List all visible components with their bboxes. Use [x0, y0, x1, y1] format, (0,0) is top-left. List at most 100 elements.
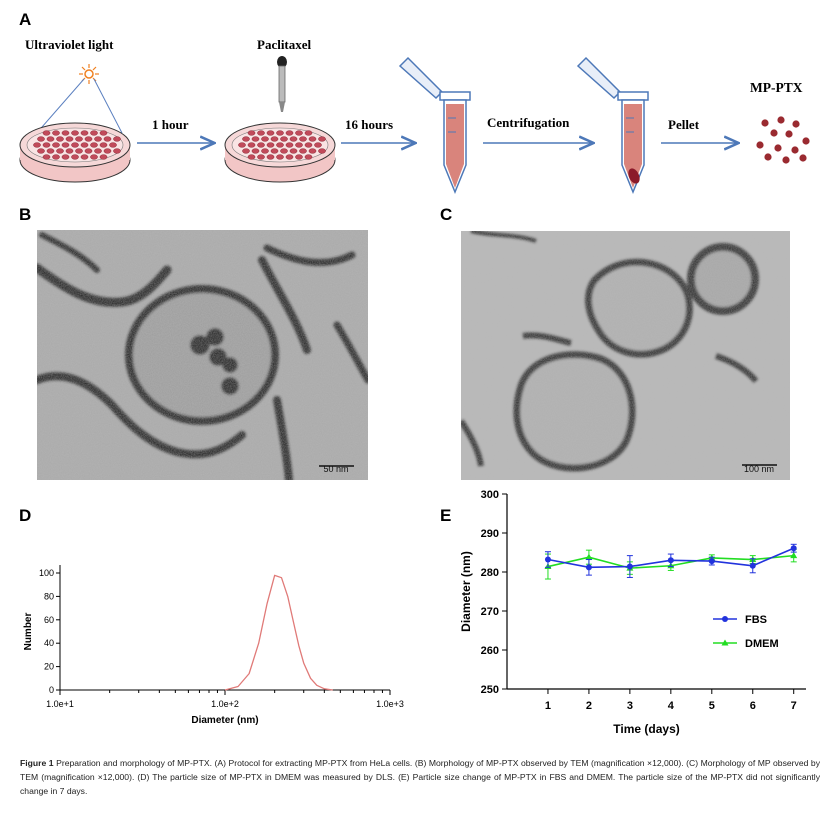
- chart-e-y-label: Diameter (nm): [459, 551, 473, 632]
- cell-dot: [251, 136, 260, 142]
- cell-dot: [266, 154, 275, 160]
- cell-dot: [37, 136, 45, 142]
- cell-dot: [52, 130, 60, 136]
- cell-dot: [242, 148, 250, 154]
- chart-d-series-line: [224, 574, 333, 691]
- chart-e-x-tick-label: 2: [586, 700, 592, 712]
- cell-dot: [276, 130, 284, 136]
- cell-dot: [71, 130, 79, 136]
- cell-dot: [285, 154, 294, 160]
- scale-bar-c-label: 100 nm: [744, 464, 774, 474]
- chart-e-point-fbs: [749, 562, 756, 569]
- cell-dot: [61, 142, 70, 148]
- cell-dot: [75, 148, 83, 154]
- tem-image-mp: 100 nm: [461, 231, 790, 480]
- chart-e-legend-marker: [721, 639, 729, 646]
- cell-dot: [242, 136, 250, 142]
- cell-dot: [304, 154, 313, 160]
- chart-e-legend-marker: [722, 616, 728, 622]
- chart-d-x-tick-label: 1.0e+3: [376, 699, 404, 709]
- cell-dot: [261, 136, 269, 142]
- cell-dot: [37, 148, 45, 154]
- cell-dot: [42, 130, 51, 136]
- chart-d-x-label: Diameter (nm): [191, 715, 258, 726]
- cell-dot: [80, 154, 89, 160]
- step-2-label: 16 hours: [345, 117, 394, 132]
- panel-a-letter: A: [19, 10, 32, 29]
- chart-e-point-fbs: [585, 564, 592, 571]
- cell-dot: [285, 130, 294, 136]
- chart-e-x-tick-label: 3: [627, 700, 633, 712]
- figure-caption-label: Figure 1: [20, 758, 54, 768]
- panel-e-letter: E: [440, 506, 452, 525]
- cell-dot: [90, 130, 98, 136]
- panel-c-letter: C: [440, 205, 453, 224]
- figure-caption: Figure 1 Preparation and morphology of M…: [20, 756, 820, 798]
- chart-d-y-tick-label: 60: [44, 615, 54, 625]
- chart-e-y-tick-label: 300: [481, 489, 499, 501]
- cell-dot: [46, 148, 55, 154]
- cell-dot: [71, 154, 79, 160]
- cell-dot: [33, 142, 41, 148]
- chart-e-point-fbs: [544, 556, 551, 563]
- cell-dot: [56, 148, 64, 154]
- chart-d-x-tick-label: 1.0e+2: [211, 699, 239, 709]
- petri-dish-1-icon: [19, 122, 131, 183]
- cell-dot: [295, 142, 303, 148]
- cell-dot: [75, 136, 83, 142]
- cell-dot: [295, 154, 303, 160]
- chart-e-point-fbs: [708, 558, 715, 565]
- cell-dot: [65, 148, 74, 154]
- cell-dot: [270, 148, 279, 154]
- cell-dot: [289, 136, 298, 142]
- paclitaxel-label: Paclitaxel: [257, 37, 312, 52]
- cell-dot: [71, 142, 79, 148]
- cell-dot: [304, 130, 313, 136]
- cell-dot: [251, 148, 260, 154]
- cell-dot: [285, 142, 294, 148]
- cell-dot: [99, 142, 108, 148]
- cell-dot: [94, 136, 102, 142]
- cell-dot: [80, 142, 89, 148]
- cell-dot: [61, 154, 70, 160]
- panel-b-letter: B: [19, 205, 32, 224]
- cell-dot: [84, 148, 93, 154]
- chart-d-x-tick-label: 1.0e+1: [46, 699, 74, 709]
- cell-dot: [99, 154, 108, 160]
- cell-dot: [257, 130, 265, 136]
- chart-e-y-tick-label: 250: [481, 684, 499, 696]
- cell-dot: [42, 154, 51, 160]
- chart-e-x-label: Time (days): [613, 722, 679, 736]
- cell-dot: [257, 154, 265, 160]
- step-3-label: Centrifugation: [487, 115, 570, 130]
- cell-dot: [113, 136, 121, 142]
- chart-e-x-tick-label: 5: [709, 700, 715, 712]
- panel-d-letter: D: [19, 506, 32, 525]
- cell-dot: [280, 136, 288, 142]
- cell-dot: [84, 136, 93, 142]
- cell-dot: [247, 130, 256, 136]
- figure-caption-text: Preparation and morphology of MP-PTX. (A…: [20, 758, 820, 796]
- chart-e-x-tick-label: 7: [791, 700, 797, 712]
- centrifuge-tube-1-icon: [398, 56, 471, 194]
- chart-e-point-fbs: [790, 545, 797, 552]
- chart-d-y-tick-label: 20: [44, 662, 54, 672]
- pipette-icon: [277, 56, 287, 112]
- cell-dot: [299, 136, 307, 142]
- cell-dot: [94, 148, 102, 154]
- cell-dot: [113, 148, 121, 154]
- uv-label: Ultraviolet light: [25, 37, 114, 52]
- chart-e-point-dmem: [585, 553, 593, 560]
- cell-dot: [261, 148, 269, 154]
- cell-dot: [90, 142, 98, 148]
- cell-dot: [247, 142, 256, 148]
- tem-image-mp-ptx: 50 nm: [37, 230, 368, 480]
- cell-dot: [304, 142, 313, 148]
- chart-e-x-tick-label: 6: [750, 700, 756, 712]
- cell-dot: [318, 136, 326, 142]
- chart-d-y-tick-label: 80: [44, 591, 54, 601]
- cell-dot: [52, 154, 60, 160]
- cell-dot: [308, 148, 317, 154]
- cell-dot: [314, 142, 322, 148]
- chart-e-point-dmem: [790, 552, 798, 559]
